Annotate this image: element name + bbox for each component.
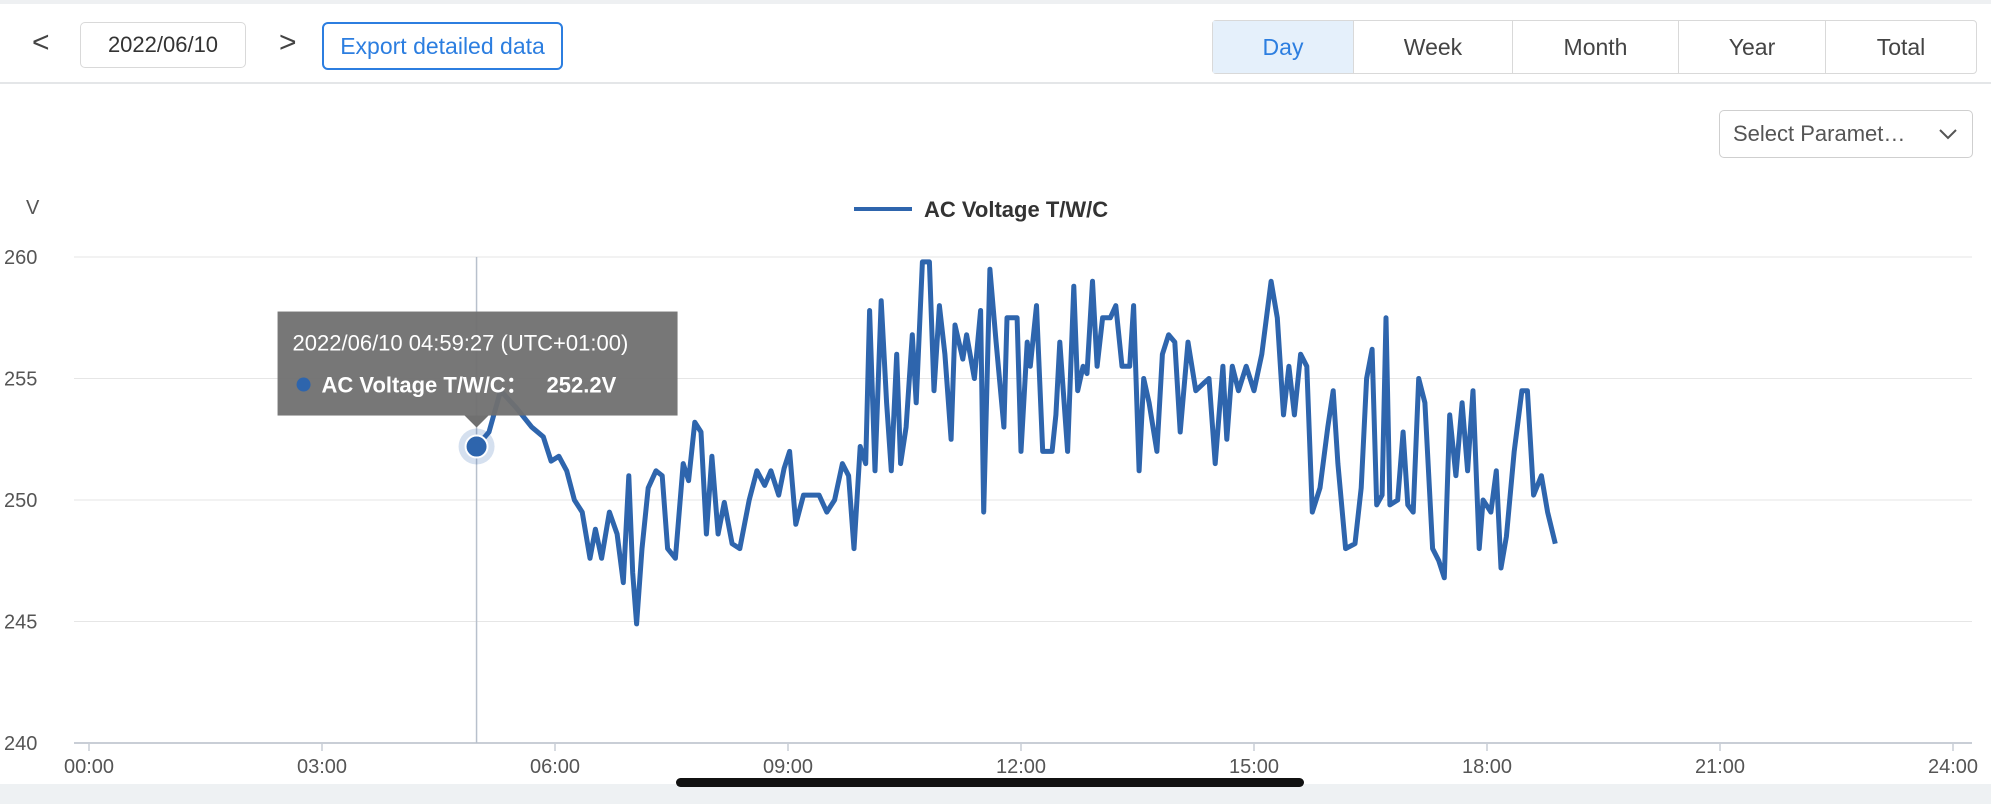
- y-tick-label: 245: [4, 612, 37, 634]
- period-tab[interactable]: Day: [1213, 21, 1353, 73]
- x-tick-label: 06:00: [530, 756, 580, 778]
- legend-label: AC Voltage T/W/C: [924, 197, 1108, 222]
- y-axis-label: V: [26, 197, 40, 219]
- toolbar: < 2022/06/10 > Export detailed data Day W…: [0, 0, 1991, 84]
- next-button[interactable]: >: [279, 26, 297, 59]
- tooltip-pointer: [464, 415, 489, 428]
- tooltip: 2022/06/10 04:59:27 (UTC+01:00) AC Voltag…: [277, 311, 678, 428]
- y-tick-label: 260: [4, 247, 37, 269]
- select-text: Select Paramet…: [1733, 121, 1906, 146]
- tooltip-value: 252.2V: [547, 373, 617, 398]
- tooltip-series: AC Voltage T/W/C：: [322, 373, 528, 398]
- chevron: [1939, 129, 1957, 140]
- home-indicator: [676, 778, 1304, 787]
- tooltip-box: [277, 311, 678, 416]
- x-tick-label: 12:00: [996, 756, 1046, 778]
- period-tab[interactable]: Total: [1825, 21, 1976, 73]
- x-tick-label: 15:00: [1229, 756, 1279, 778]
- bottom-strip: [0, 784, 1991, 804]
- tooltip-time: 2022/06/10 04:59:27 (UTC+01:00): [293, 331, 629, 356]
- y-tick-label: 240: [4, 733, 37, 755]
- x-tick-label: 03:00: [297, 756, 347, 778]
- prev-button[interactable]: <: [32, 26, 50, 59]
- period-tabs: Day Week Month Year Total: [1212, 20, 1977, 74]
- y-tick-label: 250: [4, 490, 37, 512]
- tooltip-dot: [296, 377, 311, 392]
- period-tab[interactable]: Week: [1353, 21, 1512, 73]
- series-line: [474, 259, 1558, 627]
- x-tick-label: 00:00: [64, 756, 114, 778]
- y-tick-label: 255: [4, 369, 37, 391]
- x-tick-label: 18:00: [1462, 756, 1512, 778]
- x-tick-label: 24:00: [1928, 756, 1978, 778]
- date-picker[interactable]: 2022/06/10: [80, 22, 246, 68]
- period-tab[interactable]: Month: [1512, 21, 1678, 73]
- parameter-select[interactable]: Select Paramet…: [1719, 110, 1973, 158]
- period-tab[interactable]: Year: [1678, 21, 1825, 73]
- export-button[interactable]: Export detailed data: [322, 22, 563, 70]
- x-tick-label: 21:00: [1695, 756, 1745, 778]
- hover-point: [464, 434, 489, 459]
- chart: 240 245 250 255 260 V 00:00 03:00 06:00 09:00 12:0…: [4, 197, 1978, 778]
- x-tick-label: 09:00: [763, 756, 813, 778]
